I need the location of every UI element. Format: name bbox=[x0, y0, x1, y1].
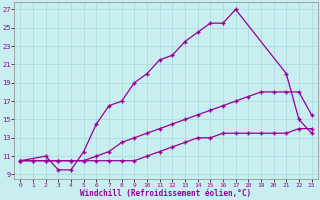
X-axis label: Windchill (Refroidissement éolien,°C): Windchill (Refroidissement éolien,°C) bbox=[80, 189, 252, 198]
